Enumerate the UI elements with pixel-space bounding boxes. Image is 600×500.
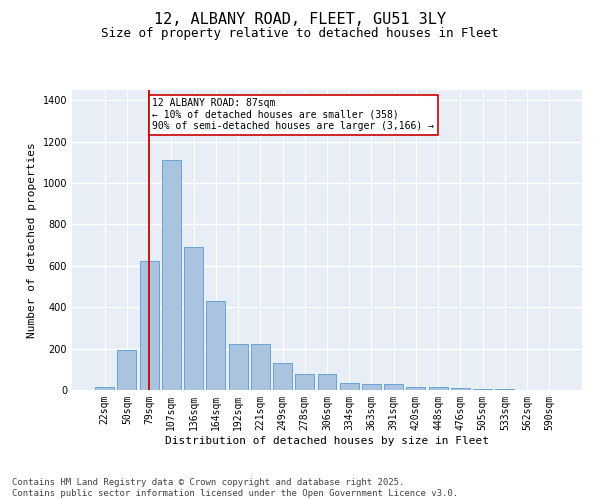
Text: Size of property relative to detached houses in Fleet: Size of property relative to detached ho… [101, 28, 499, 40]
Bar [295, 374, 314, 390]
Bar [473, 389, 492, 390]
Bar [184, 247, 203, 390]
Bar [162, 160, 181, 390]
Bar [451, 388, 470, 390]
Bar [429, 387, 448, 390]
Bar [118, 350, 136, 390]
Bar [384, 384, 403, 390]
Bar [362, 384, 381, 390]
Bar [140, 260, 158, 390]
Y-axis label: Number of detached properties: Number of detached properties [27, 142, 37, 338]
Bar [317, 374, 337, 390]
Bar [273, 363, 292, 390]
Bar [406, 387, 425, 390]
Bar [340, 383, 359, 390]
Text: 12, ALBANY ROAD, FLEET, GU51 3LY: 12, ALBANY ROAD, FLEET, GU51 3LY [154, 12, 446, 28]
Bar [229, 344, 248, 390]
Bar [251, 344, 270, 390]
Bar [95, 387, 114, 390]
Text: Contains HM Land Registry data © Crown copyright and database right 2025.
Contai: Contains HM Land Registry data © Crown c… [12, 478, 458, 498]
X-axis label: Distribution of detached houses by size in Fleet: Distribution of detached houses by size … [165, 436, 489, 446]
Bar [206, 301, 225, 390]
Text: 12 ALBANY ROAD: 87sqm
← 10% of detached houses are smaller (358)
90% of semi-det: 12 ALBANY ROAD: 87sqm ← 10% of detached … [152, 98, 434, 132]
